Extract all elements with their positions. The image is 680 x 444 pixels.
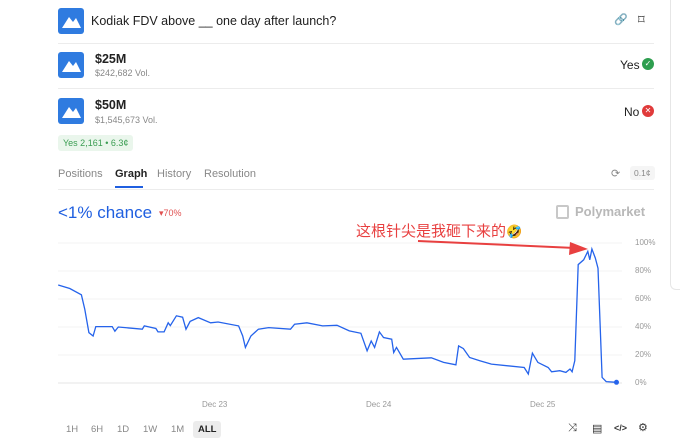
laughing-emoji-icon: 🤣 — [506, 224, 523, 239]
divider — [58, 43, 654, 44]
y-tick-label: 40% — [635, 322, 652, 331]
y-tick-label: 20% — [635, 350, 652, 359]
market-logo — [58, 52, 84, 78]
annotation-arrow-line — [417, 240, 576, 249]
y-tick-label: 100% — [635, 238, 656, 247]
precision-button[interactable]: 0.1¢ — [630, 166, 655, 180]
code-icon[interactable]: </> — [614, 423, 628, 433]
tab-graph[interactable]: Graph — [115, 168, 148, 180]
chance-delta: ▾70% — [159, 208, 182, 218]
brand-label: Polymarket — [575, 204, 646, 219]
series-line — [58, 246, 617, 383]
market-logo — [58, 8, 84, 34]
market-label[interactable]: $25M — [95, 52, 127, 66]
annotation-arrow-head — [569, 242, 588, 255]
range-all[interactable]: ALL — [193, 421, 222, 438]
tab-resolution[interactable]: Resolution — [204, 168, 256, 180]
divider — [58, 88, 654, 89]
range-6h[interactable]: 6H — [91, 424, 104, 435]
check-circle-icon: ✓ — [642, 58, 654, 70]
last-point-marker — [613, 379, 619, 385]
y-tick-label: 60% — [635, 294, 652, 303]
x-tick-label: Dec 23 — [202, 400, 228, 409]
y-tick-label: 0% — [635, 378, 647, 387]
side-panel-edge — [670, 0, 680, 290]
tab-positions[interactable]: Positions — [58, 168, 103, 180]
range-1w[interactable]: 1W — [143, 424, 158, 435]
market-result: No — [624, 105, 640, 119]
annotation-label: 这根针尖是我砸下来的 — [356, 223, 507, 240]
polymarket-logo-icon — [556, 205, 569, 219]
active-tab-indicator — [115, 186, 143, 188]
document-icon[interactable]: ▤ — [592, 423, 603, 435]
x-tick-label: Dec 25 — [530, 400, 556, 409]
market-volume: $1,545,673 Vol. — [95, 115, 158, 125]
chance-value: <1% chance — [58, 203, 153, 222]
tab-history[interactable]: History — [157, 168, 192, 180]
y-tick-label: 80% — [635, 266, 652, 275]
position-badge: Yes 2,161 • 6.3¢ — [58, 135, 134, 151]
refresh-icon[interactable]: ⟳ — [611, 168, 621, 180]
market-label[interactable]: $50M — [95, 98, 127, 112]
annotation-text: 这根针尖是我砸下来的🤣 — [356, 220, 522, 241]
page-title: Kodiak FDV above __ one day after launch… — [91, 14, 337, 28]
range-1d[interactable]: 1D — [117, 424, 130, 435]
x-circle-icon: ✕ — [642, 105, 654, 117]
link-icon[interactable]: 🔗 — [614, 14, 628, 26]
shuffle-icon[interactable]: ⤨ — [568, 422, 577, 434]
market-volume: $242,682 Vol. — [95, 68, 151, 78]
settings-icon[interactable]: ⚙ — [638, 422, 648, 434]
range-1h[interactable]: 1H — [66, 424, 79, 435]
market-result: Yes — [620, 58, 640, 72]
range-1m[interactable]: 1M — [171, 424, 185, 435]
market-logo — [58, 98, 84, 124]
divider — [58, 189, 654, 190]
x-tick-label: Dec 24 — [366, 400, 392, 409]
bookmark-icon[interactable]: ⌑ — [638, 12, 645, 27]
